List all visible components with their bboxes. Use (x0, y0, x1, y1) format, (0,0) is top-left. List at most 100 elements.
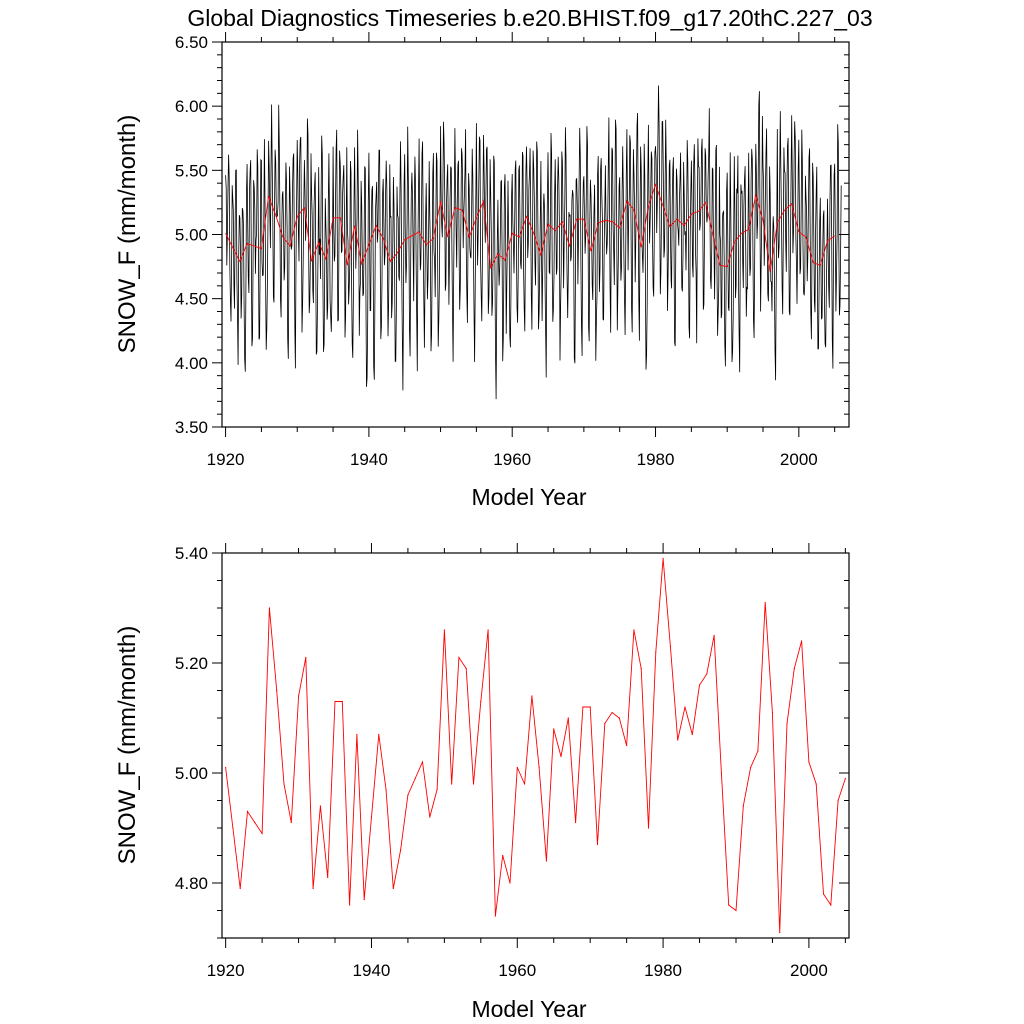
figure-title: Global Diagnostics Timeseries b.e20.BHIS… (187, 5, 872, 31)
x-tick-label: 1940 (350, 450, 388, 469)
annual-point (443, 629, 445, 631)
annual-point (458, 656, 460, 659)
y-tick-labels-top: 3.50 4.00 4.50 5.00 5.50 6.00 6.50 (175, 33, 208, 437)
annual-point (560, 755, 562, 758)
annual-point (246, 810, 249, 813)
annual-point (735, 909, 737, 912)
panel-top: 1920 1940 1960 1980 2000 3.50 4.00 4.50 5.00 5.5… (114, 32, 850, 510)
annual-point (582, 706, 584, 708)
x-tick-label: 1960 (493, 450, 531, 469)
annual-point (487, 629, 489, 631)
annual-point (312, 887, 314, 890)
y-axis-label-bottom: SNOW_F (mm/month) (114, 626, 141, 865)
x-tick-label: 1920 (207, 450, 245, 469)
y-tick-label: 5.00 (175, 764, 208, 783)
annual-point (327, 876, 329, 879)
annual-points (225, 557, 846, 934)
series-annual-line-bottom (225, 558, 846, 933)
annual-point (662, 557, 664, 560)
annual-point (720, 772, 723, 774)
y-tick-label: 5.40 (175, 544, 208, 563)
annual-point (808, 761, 810, 763)
annual-point (786, 722, 788, 725)
annual-point (837, 799, 839, 802)
annual-point (596, 843, 599, 846)
annual-point (502, 854, 504, 857)
annual-point (523, 783, 526, 785)
annual-point (793, 667, 795, 670)
x-tick-label: 1980 (637, 450, 675, 469)
annual-point (633, 629, 635, 631)
annual-point (771, 711, 774, 714)
annual-point (830, 904, 832, 906)
series-monthly-line (225, 85, 842, 400)
annual-point (261, 832, 263, 835)
annual-point (655, 651, 657, 653)
annual-point (319, 805, 322, 807)
annual-point (706, 673, 708, 675)
panel-bottom: 1920 1940 1960 1980 2000 4.80 5.00 5.20 5.40 Mo… (114, 543, 850, 1022)
x-tick-label: 1980 (644, 961, 682, 980)
series-annual-line-top (225, 183, 835, 272)
y-tick-label: 3.50 (175, 418, 208, 437)
annual-point (669, 645, 671, 648)
annual-point (640, 667, 642, 670)
annual-point (538, 766, 540, 769)
annual-point (421, 761, 424, 763)
annual-point (254, 821, 256, 824)
annual-point (232, 827, 234, 829)
annual-point (297, 695, 300, 697)
annual-point (414, 777, 416, 780)
annual-point (385, 788, 387, 791)
annual-point (553, 728, 555, 730)
annual-point (764, 601, 766, 604)
annual-point (400, 849, 402, 851)
annual-point (611, 711, 613, 714)
annual-point (363, 898, 365, 901)
plot-frame-bottom (221, 552, 850, 939)
y-tick-label: 5.20 (175, 654, 208, 673)
annual-point (305, 656, 307, 659)
x-tick-label: 2000 (790, 961, 828, 980)
annual-point (626, 744, 628, 747)
annual-point (225, 766, 227, 769)
y-tick-labels-bottom: 4.80 5.00 5.20 5.40 (175, 544, 208, 893)
minor-ticks-bottom (217, 548, 849, 943)
annual-point (283, 783, 285, 785)
annual-point (451, 783, 453, 785)
annual-point (604, 722, 606, 725)
annual-point (276, 689, 278, 692)
annual-point (779, 931, 781, 934)
annual-point (757, 750, 759, 752)
annual-point (480, 700, 482, 703)
y-tick-label: 5.00 (175, 226, 208, 245)
x-tick-labels-top: 1920 1940 1960 1980 2000 (207, 450, 818, 469)
y-tick-label: 4.80 (175, 874, 208, 893)
x-tick-label: 1960 (498, 961, 536, 980)
annual-point (844, 777, 846, 780)
x-tick-label: 2000 (780, 450, 818, 469)
x-axis-label-bottom: Model Year (471, 996, 586, 1022)
annual-point (801, 640, 803, 642)
annual-point (713, 634, 715, 637)
annual-point (494, 915, 497, 917)
annual-point (378, 733, 380, 736)
annual-point (749, 766, 752, 769)
annual-point (589, 706, 591, 708)
annual-point (691, 733, 693, 736)
annual-point (531, 695, 533, 697)
annual-point (509, 882, 511, 884)
annual-point (545, 860, 548, 862)
x-tick-label: 1940 (353, 961, 391, 980)
annual-point (356, 733, 358, 736)
annual-point (348, 904, 351, 906)
annual-point (465, 667, 467, 670)
y-tick-label: 5.50 (175, 161, 208, 180)
annual-point (392, 887, 394, 890)
annual-point (472, 783, 475, 785)
annual-point (370, 816, 373, 818)
annual-point (334, 700, 336, 703)
annual-point (567, 717, 569, 719)
y-tick-label: 4.00 (175, 354, 208, 373)
annual-point (429, 816, 431, 818)
